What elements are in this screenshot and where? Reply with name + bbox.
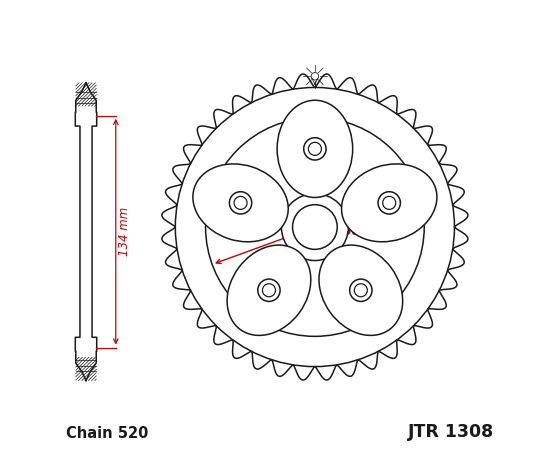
Circle shape xyxy=(258,279,280,301)
Text: 134 mm: 134 mm xyxy=(118,207,130,256)
Ellipse shape xyxy=(193,164,288,242)
Circle shape xyxy=(230,192,252,214)
Text: 10.5: 10.5 xyxy=(328,161,351,170)
Text: Chain 520: Chain 520 xyxy=(66,426,148,441)
Circle shape xyxy=(281,194,348,261)
Circle shape xyxy=(234,197,247,209)
Circle shape xyxy=(349,279,372,301)
Circle shape xyxy=(263,284,276,297)
Circle shape xyxy=(304,138,326,160)
Circle shape xyxy=(354,284,367,297)
Circle shape xyxy=(206,117,424,336)
Circle shape xyxy=(382,197,396,209)
Ellipse shape xyxy=(342,164,437,242)
Circle shape xyxy=(378,192,400,214)
Circle shape xyxy=(292,205,337,249)
Polygon shape xyxy=(75,83,97,380)
Ellipse shape xyxy=(277,100,353,197)
Ellipse shape xyxy=(227,245,311,336)
Text: 160 mm: 160 mm xyxy=(334,225,390,238)
Ellipse shape xyxy=(319,245,403,336)
Circle shape xyxy=(175,88,455,366)
Text: JTR 1308: JTR 1308 xyxy=(408,423,494,441)
Circle shape xyxy=(309,142,321,155)
